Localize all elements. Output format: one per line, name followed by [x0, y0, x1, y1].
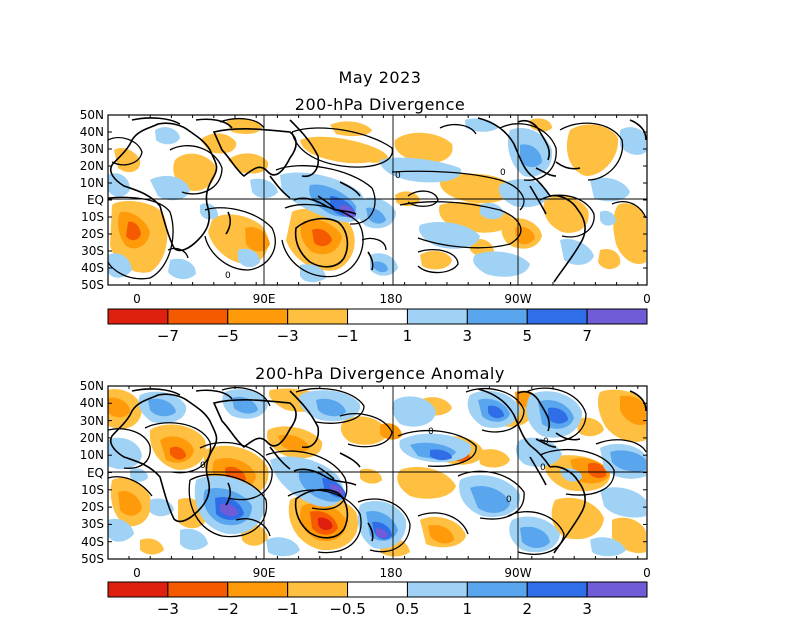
panel-top-title: 200-hPa Divergence: [294, 95, 466, 114]
svg-text:0: 0: [200, 461, 206, 471]
svg-text:0: 0: [540, 463, 546, 473]
top-colorbar-tick-label: −7: [156, 327, 179, 345]
bottom-colorbar-tick-label: −1: [276, 600, 299, 618]
gridlines-bottom: [108, 386, 647, 559]
svg-text:0: 0: [506, 495, 512, 505]
figure-main-title: May 2023: [338, 68, 422, 87]
top-colorbar-tick-label: −3: [276, 327, 299, 345]
top-colorbar-swatch: [586, 308, 648, 325]
bottom-colorbar-swatch: [526, 581, 588, 598]
svg-text:0: 0: [428, 427, 434, 437]
gridlines-top: [108, 115, 647, 285]
top-lon-label: 90E: [252, 292, 276, 306]
bottom-colorbar-swatch: [466, 581, 528, 598]
top-colorbar-swatch: [347, 308, 408, 325]
tick-marks-bottom: [108, 385, 647, 560]
contour-labels-top: 0 0 0: [225, 168, 506, 281]
bottom-colorbar-swatch: [586, 581, 648, 598]
svg-text:0: 0: [543, 437, 549, 447]
top-colorbar-tick-label: −5: [216, 327, 239, 345]
top-lat-label: 50S: [81, 278, 104, 292]
tick-marks-top: [108, 114, 647, 286]
top-lat-label: 40N: [79, 125, 104, 139]
top-colorbar-swatch: [107, 308, 169, 325]
top-lat-label: 50N: [79, 108, 104, 122]
map-panel-divergence: 0 0 0: [108, 115, 647, 285]
top-colorbar-swatch: [167, 308, 229, 325]
top-colorbar-swatch: [227, 308, 289, 325]
bottom-colorbar-tick-label: 2: [522, 600, 532, 618]
bottom-lat-label: 10S: [81, 482, 104, 497]
bottom-colorbar-tick-label: −2: [216, 600, 239, 618]
bottom-colorbar-tick-label: −3: [156, 600, 179, 618]
bottom-lon-label: 90E: [252, 566, 276, 580]
svg-text:0: 0: [500, 168, 506, 178]
zero-contours-bottom: [108, 387, 647, 555]
top-lat-label: 10S: [81, 210, 104, 224]
bottom-lon-label: 0: [133, 566, 141, 580]
bottom-colorbar-tick-label: −0.5: [329, 600, 366, 618]
bottom-lon-label: 90W: [504, 566, 532, 580]
bottom-lat-label: EQ: [86, 465, 104, 480]
top-lon-label: 0: [643, 292, 651, 306]
bottom-colorbar-tick-label: 1: [462, 600, 473, 618]
bottom-lat-label: 50S: [81, 552, 104, 566]
panel-bottom-title: 200-hPa Divergence Anomaly: [255, 364, 505, 383]
bottom-lon-label: 180: [379, 566, 403, 580]
top-colorbar-swatch: [406, 308, 468, 325]
bottom-lon-label: 0: [643, 566, 651, 580]
bottom-colorbar-swatch: [347, 581, 408, 598]
map-panel-divergence-anomaly: 0 0 0 0 0: [108, 386, 647, 559]
top-colorbar-swatch: [466, 308, 528, 325]
bottom-lat-label: 40N: [79, 396, 104, 411]
top-colorbar-tick-label: −1: [336, 327, 359, 345]
svg-text:0: 0: [395, 171, 401, 181]
bottom-lat-label: 20S: [81, 500, 104, 515]
bottom-lat-label: 40S: [81, 534, 104, 549]
top-lon-label: 90W: [504, 292, 532, 306]
bottom-colorbar-tick-label: 0.5: [395, 600, 420, 618]
bottom-colorbar-swatch: [287, 581, 349, 598]
top-lon-label: 180: [379, 292, 403, 306]
bottom-lat-label: 30N: [79, 413, 104, 428]
bottom-lat-label: 10N: [79, 448, 104, 463]
bottom-colorbar-swatch: [406, 581, 468, 598]
colorbar-divergence: [107, 308, 648, 325]
shading-negative-bottom: [108, 388, 646, 557]
bottom-lat-label: 20N: [79, 430, 104, 445]
svg-text:0: 0: [225, 271, 231, 281]
colorbar-anomaly: [107, 581, 648, 598]
top-lat-label: 30N: [79, 142, 104, 156]
bottom-colorbar-swatch: [107, 581, 169, 598]
top-colorbar-tick-label: 1: [402, 327, 413, 345]
top-colorbar-tick-label: 3: [462, 327, 473, 345]
top-lon-label: 0: [133, 292, 141, 306]
top-colorbar-tick-label: 7: [582, 327, 592, 345]
bottom-colorbar-swatch: [227, 581, 289, 598]
bottom-colorbar-swatch: [167, 581, 229, 598]
bottom-lat-label: 50N: [79, 379, 104, 393]
top-lat-label: 40S: [81, 261, 104, 275]
coastlines-bottom: [109, 388, 647, 554]
top-colorbar-tick-label: 5: [522, 327, 532, 345]
top-lat-label: EQ: [86, 193, 104, 207]
top-lat-label: 30S: [81, 244, 104, 258]
top-colorbar-swatch: [287, 308, 349, 325]
top-lat-label: 20S: [81, 227, 104, 241]
coastlines-top: [109, 117, 647, 283]
top-colorbar-swatch: [526, 308, 588, 325]
contour-labels-bottom: 0 0 0 0 0: [200, 427, 549, 505]
top-lat-label: 20N: [79, 159, 104, 173]
shading-positive-bottom: [108, 389, 646, 557]
bottom-lat-label: 30S: [81, 517, 104, 532]
top-lat-label: 10N: [79, 176, 104, 190]
bottom-colorbar-tick-label: 3: [582, 600, 592, 618]
